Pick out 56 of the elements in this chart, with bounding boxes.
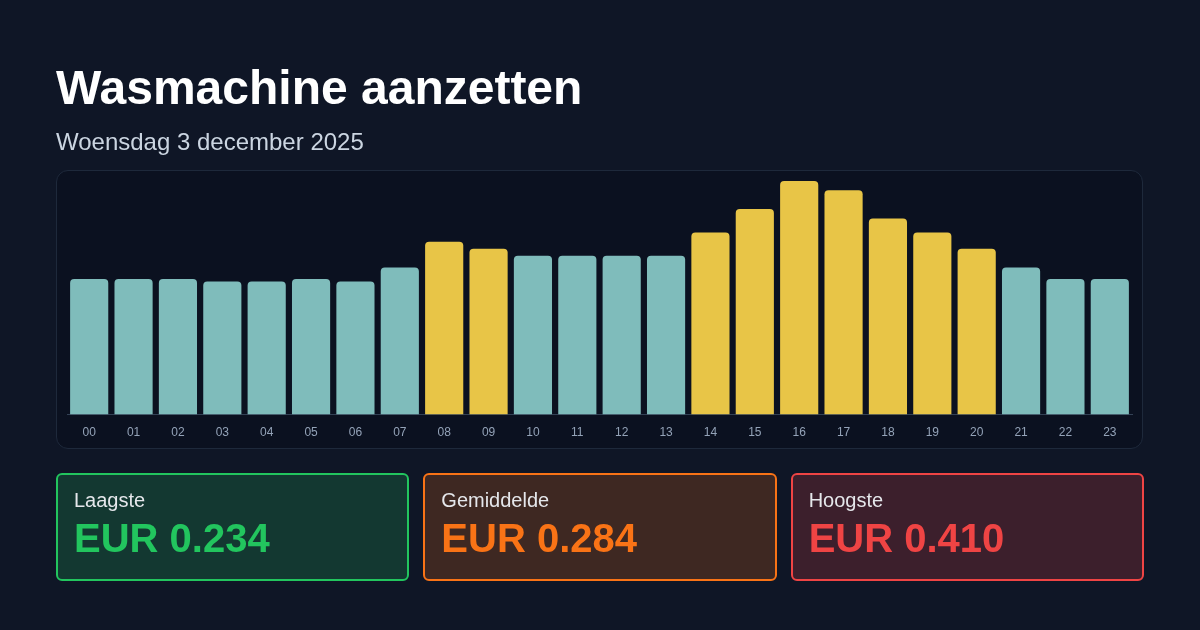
x-tick-label: 20: [970, 425, 984, 440]
category-label: Laagste: [74, 489, 147, 512]
x-tick-label: 15: [748, 425, 762, 440]
x-tick-label: 14: [703, 425, 718, 440]
x-tick-label: 11: [571, 425, 584, 440]
bar: [203, 281, 242, 415]
bar: [646, 255, 686, 415]
x-tick-label: 21: [1014, 425, 1029, 440]
bar: [158, 279, 198, 415]
x-tick-label: 22: [1058, 425, 1073, 440]
x-tick-label: 23: [1103, 425, 1117, 440]
x-tick-label: 09: [481, 425, 496, 440]
x-tick-label: 04: [260, 425, 274, 440]
chart-subtitle: Woensdag 3 december 2025: [56, 128, 364, 156]
text: EUR 0.234: [74, 516, 270, 560]
x-tick-label: 16: [792, 425, 807, 440]
text: EUR 0.284: [441, 516, 637, 560]
bar: [868, 218, 908, 415]
x-tick-label: 06: [348, 425, 363, 440]
category-label: Gemiddelde: [441, 489, 551, 512]
bar: [913, 232, 952, 415]
x-tick-label: 19: [925, 425, 940, 440]
x-tick-label: 17: [836, 425, 851, 440]
x-tick-label: 05: [304, 425, 319, 440]
x-tick-label: 13: [659, 425, 674, 440]
bar: [380, 267, 419, 415]
bar: [513, 255, 553, 415]
bar: [558, 255, 597, 415]
x-tick-label: 00: [82, 425, 97, 440]
category-label: Hoogste: [808, 489, 885, 512]
bar: [114, 279, 153, 415]
bar: [602, 255, 641, 415]
chart-title: Wasmachine aanzetten: [56, 60, 583, 115]
bar: [70, 279, 109, 415]
bar: [469, 248, 508, 415]
x-tick-label: 03: [215, 425, 230, 440]
bar: [336, 281, 375, 415]
bar: [247, 281, 286, 415]
bar: [1001, 267, 1041, 415]
x-tick-label: 07: [393, 425, 407, 440]
bar: [425, 241, 464, 415]
bar: [824, 190, 863, 415]
x-tick-label: 08: [437, 425, 452, 440]
text: EUR 0.410: [808, 516, 1005, 560]
x-tick-label: 18: [881, 425, 895, 440]
x-tick-label: 10: [526, 425, 540, 440]
x-tick-label: 02: [171, 425, 185, 440]
bar: [1090, 279, 1129, 415]
x-tick-label: 01: [126, 425, 141, 440]
bar: [291, 279, 331, 415]
bar: [957, 248, 996, 415]
bar: [780, 181, 819, 415]
bar: [735, 209, 774, 415]
bar: [691, 232, 730, 415]
x-tick-label: 12: [615, 425, 629, 440]
bar: [1046, 279, 1085, 415]
